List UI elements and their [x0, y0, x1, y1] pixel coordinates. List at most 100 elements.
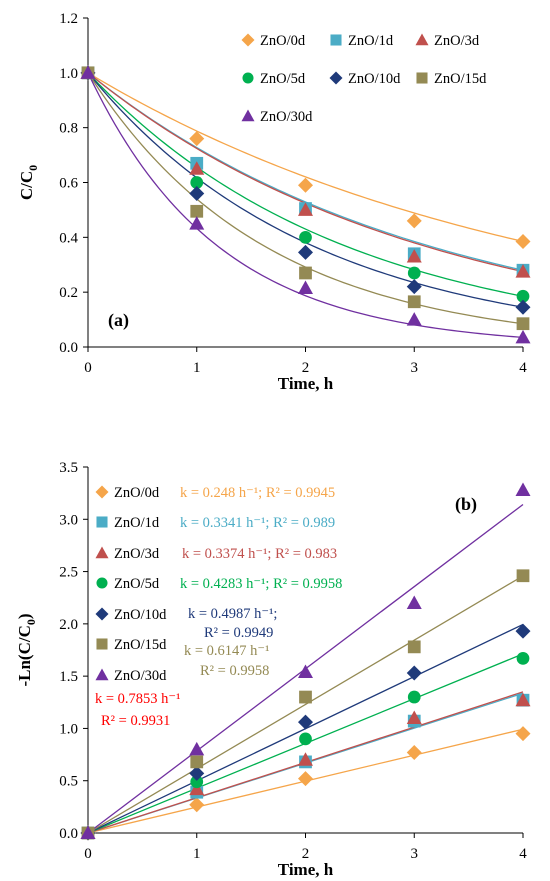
- x-tick-label: 2: [302, 846, 310, 862]
- data-point-zno-30d: [298, 280, 313, 295]
- legend-entry: ZnO/1d: [114, 515, 160, 531]
- legend-marker: [95, 668, 109, 681]
- rate-annotation: k = 0.248 h⁻¹; R² = 0.9945: [180, 485, 335, 501]
- legend-entry: ZnO/5d: [114, 576, 160, 592]
- legend-marker: [241, 109, 255, 122]
- legend-marker: [96, 638, 108, 650]
- data-point-zno-3d: [515, 692, 531, 707]
- fit-line-zno-5d: [87, 72, 524, 297]
- data-point-zno-0d: [515, 726, 531, 742]
- legend-entry: ZnO/30d: [260, 109, 313, 125]
- x-tick-label: 3: [411, 360, 419, 376]
- data-point-zno-10d: [515, 299, 531, 315]
- legend-marker: [96, 516, 108, 528]
- data-point-zno-15d: [516, 569, 530, 583]
- data-point-zno-10d: [298, 244, 313, 260]
- fit-line-zno-15d: [87, 575, 524, 834]
- x-tick-label: 4: [519, 846, 527, 862]
- y-axis-title-subscript: 0: [24, 619, 38, 625]
- legend-marker: [329, 71, 343, 85]
- data-point-zno-10d: [406, 279, 422, 295]
- legend-marker: [330, 34, 342, 46]
- y-tick-label: 1.2: [59, 11, 78, 27]
- x-tick-label: 1: [193, 846, 201, 862]
- y-tick-label: 0.4: [59, 230, 78, 246]
- fit-line-zno-0d: [87, 72, 524, 243]
- legend-entry: ZnO/10d: [114, 607, 167, 623]
- legend-marker: [95, 607, 109, 621]
- legend-marker: [415, 33, 429, 46]
- data-point-zno-10d: [189, 765, 205, 781]
- fit-line-zno-30d: [87, 72, 524, 339]
- data-point-zno-3d: [298, 752, 313, 766]
- legend-marker: [95, 485, 109, 499]
- y-tick-label: 1.5: [59, 669, 78, 685]
- legend-entry: ZnO/5d: [260, 71, 306, 87]
- y-tick-label: 1.0: [59, 721, 78, 737]
- panel-label: (a): [108, 310, 129, 331]
- data-point-zno-5d: [299, 732, 312, 746]
- rate-annotation: k = 0.6147 h⁻¹: [184, 643, 269, 659]
- y-tick-label: 3.0: [59, 512, 78, 528]
- data-point-zno-3d: [189, 781, 205, 796]
- data-point-zno-0d: [406, 744, 422, 760]
- data-point-zno-3d: [406, 710, 422, 724]
- data-point-zno-30d: [406, 312, 422, 326]
- rate-annotation: k = 0.3374 h⁻¹; R² = 0.983: [182, 546, 337, 562]
- x-tick-label: 3: [411, 846, 419, 862]
- data-point-zno-30d: [189, 741, 205, 756]
- x-tick-label: 0: [84, 360, 92, 376]
- legend-marker: [95, 546, 109, 559]
- data-point-zno-5d: [299, 230, 312, 244]
- y-tick-label: 3.5: [59, 460, 78, 476]
- y-axis-title: C/C0: [17, 165, 40, 200]
- data-point-zno-30d: [298, 664, 313, 678]
- legend-marker: [416, 72, 428, 84]
- rate-annotation: k = 0.4283 h⁻¹; R² = 0.9958: [180, 576, 342, 592]
- legend-entry: ZnO/1d: [348, 33, 394, 49]
- data-point-zno-30d: [80, 825, 96, 839]
- data-point-zno-0d: [298, 771, 313, 787]
- data-point-zno-3d: [406, 249, 422, 263]
- data-point-zno-0d: [189, 131, 205, 147]
- legend-entry: ZnO/15d: [114, 637, 167, 653]
- legend-marker: [96, 577, 108, 589]
- y-tick-label: 2.0: [59, 617, 78, 633]
- legend-marker: [242, 72, 254, 84]
- data-point-zno-30d: [189, 216, 205, 230]
- data-point-zno-10d: [189, 185, 205, 201]
- data-point-zno-0d: [515, 233, 531, 249]
- legend-entry: ZnO/15d: [434, 71, 487, 87]
- data-point-zno-3d: [189, 161, 205, 175]
- x-tick-label: 0: [84, 846, 92, 862]
- y-tick-label: 0.8: [59, 121, 78, 137]
- y-axis-title-subscript: 0: [26, 165, 40, 171]
- data-point-zno-15d: [516, 317, 530, 331]
- x-axis-title: Time, h: [278, 374, 334, 393]
- y-tick-label: 2.5: [59, 565, 78, 581]
- data-point-zno-0d: [298, 177, 313, 193]
- legend-entry: ZnO/3d: [114, 546, 160, 562]
- data-point-zno-30d: [515, 329, 531, 344]
- data-point-zno-10d: [298, 714, 313, 730]
- data-point-zno-30d: [80, 65, 96, 79]
- data-point-zno-3d: [515, 264, 531, 278]
- data-point-zno-5d: [190, 775, 204, 789]
- data-point-zno-3d: [298, 202, 313, 216]
- y-tick-label: 0.5: [59, 774, 78, 790]
- legend-entry: ZnO/10d: [348, 71, 401, 87]
- y-axis-title-main: C/C: [17, 171, 36, 200]
- data-point-zno-15d: [299, 690, 312, 704]
- rate-annotation: k = 0.4987 h⁻¹;: [188, 606, 277, 622]
- data-point-zno-15d: [299, 266, 312, 280]
- x-axis-title: Time, h: [278, 860, 334, 879]
- data-point-zno-30d: [515, 482, 531, 497]
- data-point-zno-10d: [515, 623, 531, 639]
- data-point-zno-10d: [406, 665, 422, 681]
- y-tick-label: 0.0: [59, 340, 78, 356]
- x-tick-label: 4: [519, 360, 527, 376]
- y-axis-title-end: ): [15, 613, 34, 619]
- data-point-zno-5d: [516, 651, 530, 665]
